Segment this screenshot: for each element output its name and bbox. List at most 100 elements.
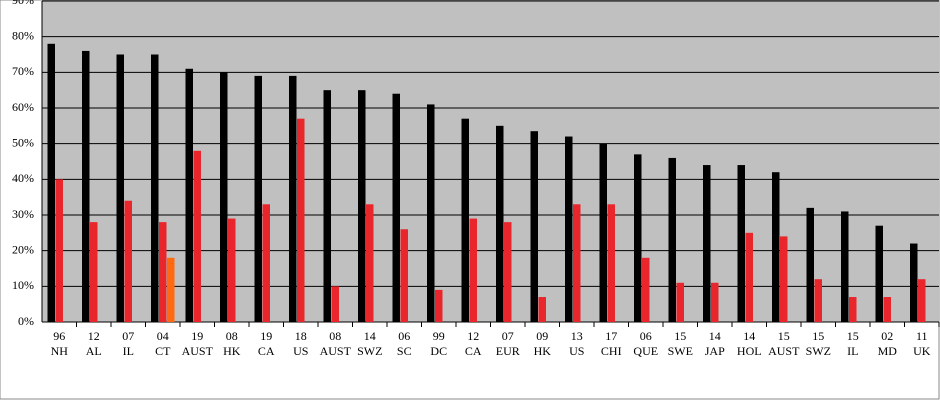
bar (875, 225, 883, 322)
bar (323, 90, 331, 323)
bar (634, 154, 642, 322)
x-tick-label: 12 (467, 329, 479, 343)
bar (841, 211, 849, 322)
bar (883, 297, 891, 322)
x-tick-label: CA (465, 344, 482, 358)
bar (262, 204, 270, 322)
x-tick-label: 12 (88, 329, 100, 343)
x-tick-label: AUST (320, 344, 352, 358)
x-tick-label: 19 (260, 329, 272, 343)
bar (910, 243, 918, 322)
x-tick-label: MD (878, 344, 898, 358)
x-tick-label: AL (86, 344, 102, 358)
bar (289, 75, 297, 323)
y-tick-label: 30% (12, 207, 34, 221)
bar (573, 204, 581, 322)
bar (151, 54, 159, 322)
x-tick-label: 96 (53, 329, 65, 343)
bar (435, 289, 443, 322)
x-tick-label: DC (430, 344, 447, 358)
x-tick-label: 14 (743, 329, 755, 343)
x-tick-label: HOL (737, 344, 762, 358)
bar (806, 207, 814, 322)
x-tick-label: CT (155, 344, 171, 358)
x-tick-label: CHI (601, 344, 622, 358)
x-tick-label: NH (51, 344, 69, 358)
x-tick-label: 04 (157, 329, 169, 343)
bar (745, 232, 753, 322)
x-tick-label: 02 (881, 329, 893, 343)
x-tick-label: 13 (571, 329, 583, 343)
y-tick-label: 70% (12, 64, 34, 78)
y-tick-label: 0% (18, 314, 34, 328)
x-tick-label: 18 (295, 329, 307, 343)
bar (116, 54, 124, 322)
bar (565, 136, 573, 322)
bar (737, 165, 745, 322)
x-tick-label: 15 (674, 329, 686, 343)
x-tick-label: 08 (226, 329, 238, 343)
bar (814, 279, 822, 322)
x-tick-label: 15 (812, 329, 824, 343)
plot-area (42, 1, 939, 322)
bar (642, 257, 650, 322)
bar (918, 279, 926, 322)
y-tick-label: 10% (12, 278, 34, 292)
bar (504, 222, 512, 322)
y-tick-label: 90% (12, 0, 34, 7)
x-tick-label: 14 (364, 329, 376, 343)
y-tick-label: 20% (12, 242, 34, 256)
y-tick-label: 60% (12, 100, 34, 114)
x-tick-label: SWZ (806, 344, 831, 358)
bar (124, 200, 132, 322)
bar (780, 236, 788, 322)
bar (703, 165, 711, 322)
x-tick-label: 11 (916, 329, 928, 343)
bar (849, 297, 857, 322)
x-tick-label: HK (534, 344, 552, 358)
bar (400, 229, 408, 322)
bar (461, 118, 469, 322)
x-tick-label: AUST (182, 344, 214, 358)
bar (159, 222, 167, 322)
x-tick-label: CA (258, 344, 275, 358)
y-tick-label: 80% (12, 28, 34, 42)
x-tick-label: SC (397, 344, 412, 358)
x-tick-label: 99 (433, 329, 445, 343)
x-tick-label: AUST (768, 344, 800, 358)
bar (530, 131, 538, 322)
x-tick-label: 08 (329, 329, 341, 343)
y-tick-label: 40% (12, 171, 34, 185)
bar (185, 68, 193, 323)
bar (82, 50, 90, 322)
y-tick-label: 50% (12, 135, 34, 149)
bar (55, 179, 63, 322)
x-tick-label: 15 (847, 329, 859, 343)
bar (90, 222, 98, 322)
bar (427, 104, 435, 322)
x-tick-label: IL (123, 344, 134, 358)
bar (366, 204, 374, 322)
x-tick-label: HK (223, 344, 241, 358)
x-tick-label: IL (847, 344, 858, 358)
x-tick-label: SWE (668, 344, 693, 358)
x-tick-label: 09 (536, 329, 548, 343)
bar (297, 118, 305, 322)
x-tick-label: 07 (122, 329, 134, 343)
bar (538, 297, 546, 322)
bar (167, 257, 175, 322)
x-tick-label: 14 (709, 329, 721, 343)
x-tick-label: JAP (705, 344, 725, 358)
bar (711, 282, 719, 322)
bar (469, 218, 477, 322)
bar (220, 72, 228, 322)
x-tick-label: US (569, 344, 584, 358)
x-tick-label: 07 (502, 329, 514, 343)
bar (47, 43, 55, 323)
bar (599, 143, 607, 322)
bar (607, 204, 615, 322)
x-tick-label: EUR (496, 344, 520, 358)
x-tick-label: 06 (640, 329, 652, 343)
bar (254, 75, 262, 323)
